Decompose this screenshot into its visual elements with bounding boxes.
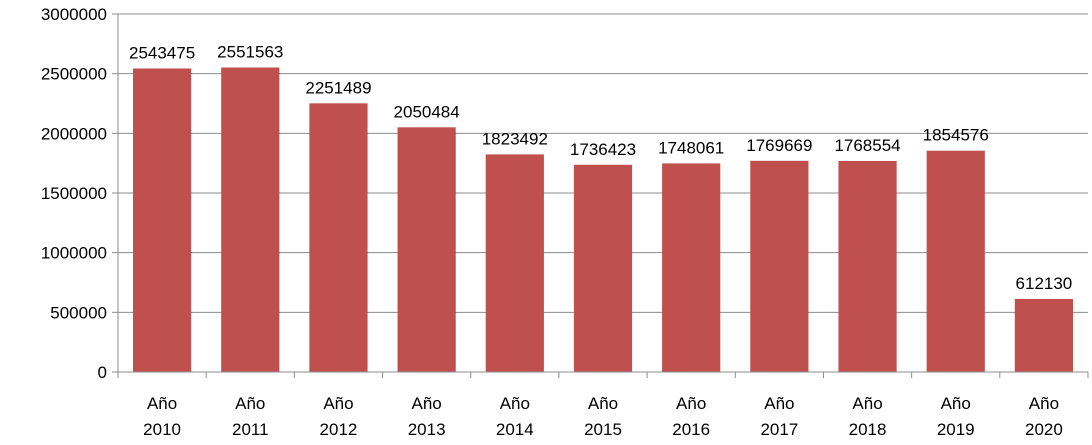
bar <box>485 154 544 372</box>
data-label: 1823492 <box>482 129 548 148</box>
bar <box>221 67 280 372</box>
bar <box>132 68 192 373</box>
x-tick-label: Año 2010 <box>143 394 181 439</box>
data-labels: 2543475 2551563 2251489 2050484 1823492 17364… <box>129 43 1072 293</box>
bar <box>1014 298 1074 372</box>
x-tick-label: Año 2016 <box>672 394 710 439</box>
data-label: 2050484 <box>394 102 460 121</box>
x-tick-label: Año 2015 <box>584 394 622 439</box>
axes <box>112 13 1089 378</box>
y-tick-label: 500000 <box>50 303 107 322</box>
data-label: 1748061 <box>658 138 724 157</box>
x-tick-label: Año 2014 <box>496 394 534 439</box>
y-tick-label: 1500000 <box>41 184 107 203</box>
data-label: 612130 <box>1016 274 1073 293</box>
bar <box>750 160 809 372</box>
bars <box>132 67 1074 373</box>
bar <box>926 150 985 372</box>
bar <box>309 103 368 372</box>
data-label: 2251489 <box>305 78 371 97</box>
data-label: 1769669 <box>746 136 812 155</box>
x-tick-label: Año 2018 <box>849 394 887 439</box>
y-tick-label: 0 <box>98 363 107 382</box>
x-tick-label: Año 2012 <box>320 394 358 439</box>
x-tick-label: Año 2019 <box>937 394 975 439</box>
x-tick-label: Año 2013 <box>408 394 446 439</box>
data-label: 1768554 <box>834 136 900 155</box>
bar <box>573 164 633 372</box>
y-tick-label: 2500000 <box>41 65 107 84</box>
x-tick-labels: Año 2010 Año 2011 Año 2012 Año 2013 Año 2014 Año 20… <box>143 394 1063 439</box>
bar <box>838 160 897 372</box>
y-tick-label: 3000000 <box>41 5 107 24</box>
y-tick-label: 2000000 <box>41 124 107 143</box>
data-label: 2543475 <box>129 43 195 62</box>
data-label: 1736423 <box>570 140 636 159</box>
y-tick-label: 1000000 <box>41 244 107 263</box>
bar <box>397 127 456 373</box>
y-tick-labels: 0 500000 1000000 1500000 2000000 2500000 30000… <box>41 5 107 382</box>
x-tick-label: Año 2020 <box>1025 394 1063 439</box>
data-label: 2551563 <box>217 43 283 62</box>
data-label: 1854576 <box>923 126 989 145</box>
bar <box>662 163 721 372</box>
x-tick-label: Año 2017 <box>760 394 798 439</box>
x-tick-label: Año 2011 <box>232 394 269 439</box>
